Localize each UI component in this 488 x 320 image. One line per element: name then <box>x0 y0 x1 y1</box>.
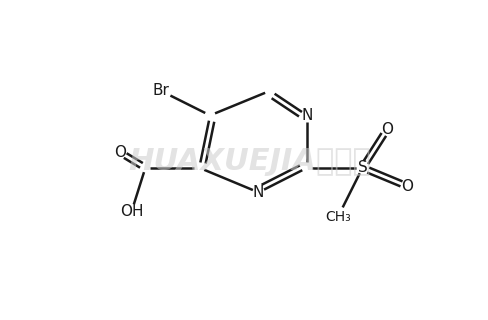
Text: O: O <box>401 179 413 194</box>
Text: S: S <box>358 160 367 175</box>
Text: CH₃: CH₃ <box>325 210 351 224</box>
Text: O: O <box>114 145 126 160</box>
Text: HUAXUEJIA化学加: HUAXUEJIA化学加 <box>129 147 371 176</box>
Text: N: N <box>253 185 264 200</box>
Text: N: N <box>302 108 313 123</box>
Text: Br: Br <box>152 83 169 98</box>
Text: O: O <box>381 122 393 137</box>
Text: OH: OH <box>120 204 143 219</box>
